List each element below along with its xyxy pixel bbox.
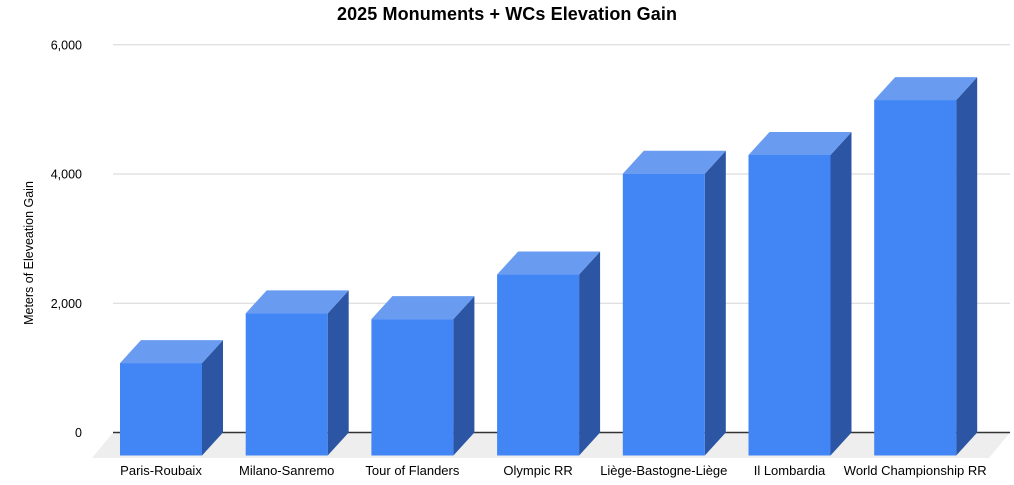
- x-axis-label: Paris-Roubaix: [120, 463, 202, 478]
- y-tick-label: 6,000: [51, 38, 82, 52]
- bar-top-face: [371, 296, 475, 320]
- bar-front-face: [874, 100, 957, 456]
- bar-column: [622, 150, 726, 456]
- bar-front-face: [371, 319, 454, 456]
- x-axis-label: Olympic RR: [503, 463, 572, 478]
- bar-column: [245, 290, 349, 456]
- bar-top-face: [245, 290, 349, 314]
- bar-front-face: [622, 173, 705, 456]
- bar-column: [120, 340, 223, 456]
- x-axis-label: Milano-Sanremo: [239, 463, 334, 478]
- bar-front-face: [748, 154, 831, 456]
- bar-top-face: [120, 340, 223, 364]
- y-tick-label: 4,000: [51, 168, 82, 182]
- bar-column: [371, 296, 475, 456]
- bar-top-face: [748, 131, 852, 155]
- bar-side-face: [453, 296, 475, 456]
- chart-title: 2025 Monuments + WCs Elevation Gain: [336, 4, 678, 24]
- bar-side-face: [830, 131, 852, 456]
- bar-top-face: [622, 150, 726, 174]
- y-tick-label: 0: [75, 426, 82, 440]
- bar-side-face: [579, 251, 601, 456]
- x-axis-label: Liège-Bastogne-Liège: [600, 463, 727, 478]
- bar-top-face: [497, 251, 601, 275]
- x-axis-label: Tour of Flanders: [365, 463, 459, 478]
- bar-top-face: [874, 77, 978, 101]
- bar-front-face: [245, 313, 328, 456]
- bar-side-face: [704, 150, 726, 456]
- bar-side-face: [956, 77, 978, 456]
- x-axis-label: World Championship RR: [844, 463, 987, 478]
- bar-column: [748, 131, 852, 456]
- bar-front-face: [120, 363, 202, 456]
- bar-column: [874, 77, 978, 456]
- x-axis-label: Il Lombardia: [754, 463, 826, 478]
- bar-front-face: [497, 274, 580, 456]
- bar-column: [497, 251, 601, 456]
- bar-side-face: [202, 340, 223, 456]
- y-tick-label: 2,000: [51, 297, 82, 311]
- bar-side-face: [327, 290, 349, 456]
